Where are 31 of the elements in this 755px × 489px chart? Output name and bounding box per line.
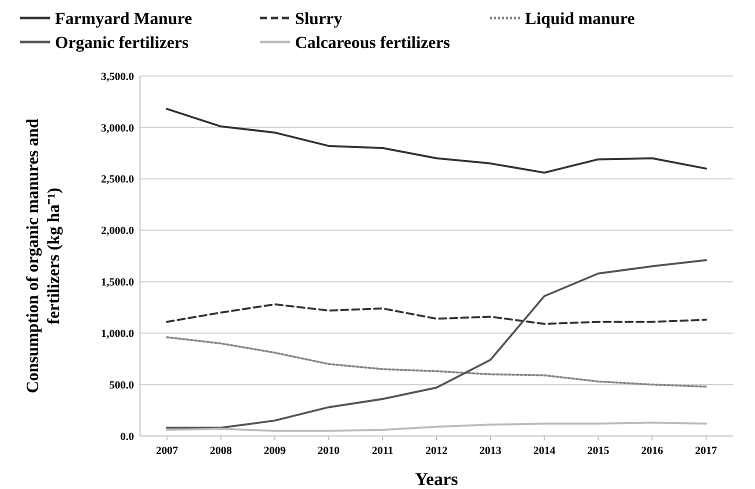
- y-tick-label: 1,000.0: [101, 328, 134, 340]
- legend-label: Liquid manure: [525, 8, 636, 28]
- x-tick-label: 2009: [264, 445, 286, 457]
- y-axis-title: Consumption of organic manures and fertilizers (kg ha⁻¹): [23, 118, 63, 394]
- y-tick-label: 3,000.0: [101, 122, 134, 134]
- x-tick-label: 2008: [210, 445, 232, 457]
- x-tick-label: 2012: [426, 445, 448, 457]
- line-series: [166, 422, 708, 432]
- line-series: [166, 259, 708, 429]
- legend-label: Calcareous fertilizers: [295, 32, 450, 52]
- line-series: [166, 108, 708, 174]
- x-tick-label: 2017: [695, 445, 718, 457]
- y-tick-label: 0.0: [120, 430, 134, 443]
- y-tick-label: 2,500.0: [101, 174, 134, 186]
- legend-label: Organic fertilizers: [55, 32, 189, 52]
- legend-label: Slurry: [295, 8, 343, 28]
- line-series: [166, 336, 708, 388]
- x-tick-label: 2013: [479, 445, 502, 457]
- x-tick-label: 2011: [372, 445, 394, 457]
- x-tick-label: 2016: [641, 445, 664, 457]
- y-tick-label: 1,500.0: [101, 276, 134, 289]
- legend-label: Farmyard Manure: [55, 8, 193, 28]
- y-tick-label: 2,000.0: [101, 225, 134, 238]
- y-tick-label: 500.0: [109, 379, 134, 392]
- x-tick-label: 2007: [156, 445, 178, 457]
- y-tick-label: 3,500.0: [101, 70, 134, 83]
- x-tick-label: 2015: [587, 445, 610, 457]
- x-tick-label: 2010: [318, 445, 340, 457]
- x-axis-title: Years: [415, 469, 458, 489]
- x-tick-label: 2014: [533, 445, 556, 457]
- line-series: [166, 303, 708, 325]
